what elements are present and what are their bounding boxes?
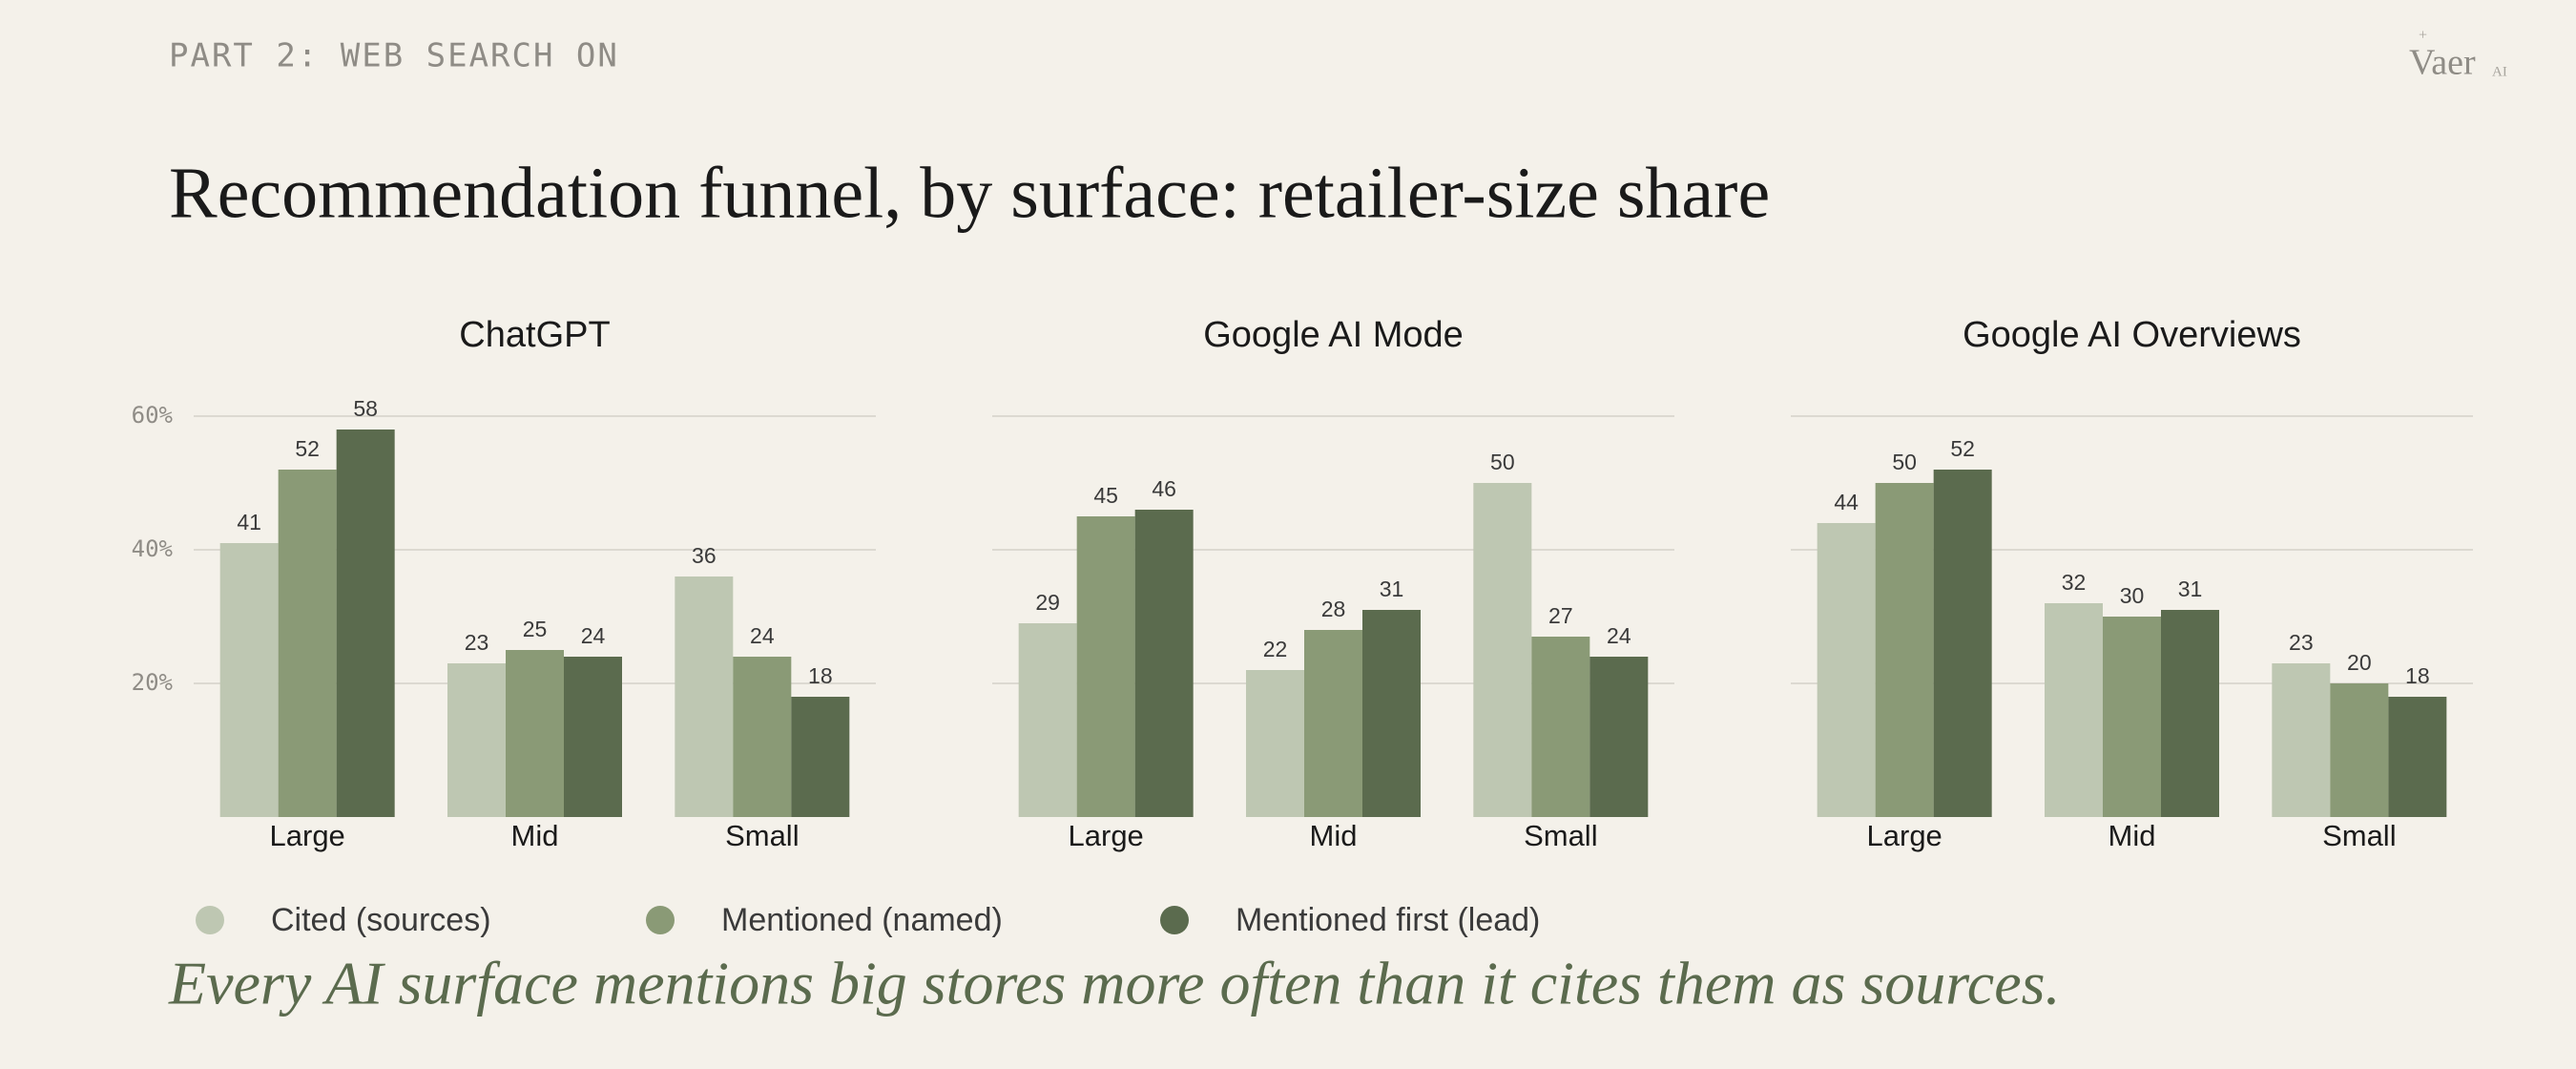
value-label: 30 bbox=[2120, 583, 2145, 608]
bar bbox=[506, 650, 564, 817]
value-label: 31 bbox=[1380, 576, 1404, 601]
x-tick-label: Large bbox=[1069, 819, 1144, 852]
bar bbox=[447, 663, 506, 817]
bar bbox=[2388, 697, 2447, 817]
logo-suffix: AI bbox=[2492, 64, 2507, 79]
bar bbox=[1076, 516, 1135, 817]
bar bbox=[1589, 657, 1649, 817]
bar bbox=[1817, 523, 1876, 817]
bar bbox=[1134, 510, 1194, 817]
value-label: 50 bbox=[1892, 450, 1917, 474]
bar bbox=[2161, 610, 2219, 817]
value-label: 29 bbox=[1035, 590, 1060, 615]
bar bbox=[564, 657, 622, 817]
value-label: 20 bbox=[2347, 650, 2372, 675]
caption: Every AI surface mentions big stores mor… bbox=[168, 950, 2061, 1017]
value-label: 22 bbox=[1263, 637, 1288, 661]
bar bbox=[1875, 483, 1934, 817]
value-label: 45 bbox=[1093, 483, 1118, 508]
bar bbox=[791, 697, 850, 817]
bar bbox=[336, 430, 395, 817]
bar bbox=[1933, 470, 1992, 817]
panel-title: ChatGPT bbox=[459, 315, 610, 355]
bar bbox=[675, 576, 734, 817]
legend-swatch bbox=[1160, 906, 1189, 934]
y-tick-label: 20% bbox=[132, 669, 174, 696]
bar bbox=[219, 543, 279, 817]
value-label: 18 bbox=[808, 663, 833, 688]
legend-label: Mentioned (named) bbox=[721, 902, 1003, 938]
value-label: 27 bbox=[1548, 603, 1573, 628]
bar bbox=[2272, 663, 2331, 817]
bar bbox=[1246, 670, 1304, 817]
value-label: 25 bbox=[523, 617, 548, 641]
value-label: 24 bbox=[581, 623, 606, 648]
bar bbox=[1362, 610, 1421, 817]
value-label: 31 bbox=[2178, 576, 2203, 601]
value-label: 58 bbox=[353, 396, 378, 421]
x-tick-label: Large bbox=[1867, 819, 1942, 852]
panel-title: Google AI Overviews bbox=[1963, 315, 2301, 355]
value-label: 32 bbox=[2062, 570, 2087, 595]
value-label: 24 bbox=[750, 623, 775, 648]
value-label: 28 bbox=[1321, 597, 1346, 621]
y-tick-label: 40% bbox=[132, 535, 174, 562]
title: Recommendation funnel, by surface: retai… bbox=[169, 153, 1770, 233]
value-label: 52 bbox=[295, 436, 320, 461]
legend-swatch bbox=[196, 906, 224, 934]
value-label: 46 bbox=[1152, 476, 1176, 501]
value-label: 44 bbox=[1834, 490, 1859, 514]
logo: Vaer bbox=[2409, 43, 2476, 83]
x-tick-label: Mid bbox=[1310, 819, 1358, 852]
y-tick-label: 60% bbox=[132, 402, 174, 429]
x-tick-label: Mid bbox=[511, 819, 559, 852]
value-label: 23 bbox=[465, 630, 489, 655]
legend-label: Cited (sources) bbox=[271, 902, 491, 938]
bar bbox=[278, 470, 337, 817]
bar bbox=[1473, 483, 1532, 817]
value-label: 23 bbox=[2289, 630, 2314, 655]
logo-mark: + bbox=[2419, 28, 2427, 44]
x-tick-label: Small bbox=[725, 819, 800, 852]
bar bbox=[2103, 617, 2161, 817]
value-label: 41 bbox=[237, 510, 261, 534]
value-label: 52 bbox=[1950, 436, 1975, 461]
bar bbox=[2045, 603, 2103, 817]
value-label: 24 bbox=[1607, 623, 1631, 648]
x-tick-label: Mid bbox=[2109, 819, 2156, 852]
value-label: 36 bbox=[692, 543, 717, 568]
x-tick-label: Large bbox=[270, 819, 345, 852]
section-label: PART 2: WEB SEARCH ON bbox=[169, 37, 619, 75]
bar bbox=[733, 657, 792, 817]
bar bbox=[1018, 623, 1077, 817]
value-label: 50 bbox=[1490, 450, 1515, 474]
bar bbox=[1304, 630, 1362, 817]
bar bbox=[1531, 637, 1590, 817]
value-label: 18 bbox=[2405, 663, 2430, 688]
legend-swatch bbox=[646, 906, 675, 934]
x-tick-label: Small bbox=[1524, 819, 1598, 852]
panel-title: Google AI Mode bbox=[1203, 315, 1464, 355]
legend-label: Mentioned first (lead) bbox=[1236, 902, 1540, 938]
x-tick-label: Small bbox=[2322, 819, 2397, 852]
bar bbox=[2330, 683, 2389, 817]
